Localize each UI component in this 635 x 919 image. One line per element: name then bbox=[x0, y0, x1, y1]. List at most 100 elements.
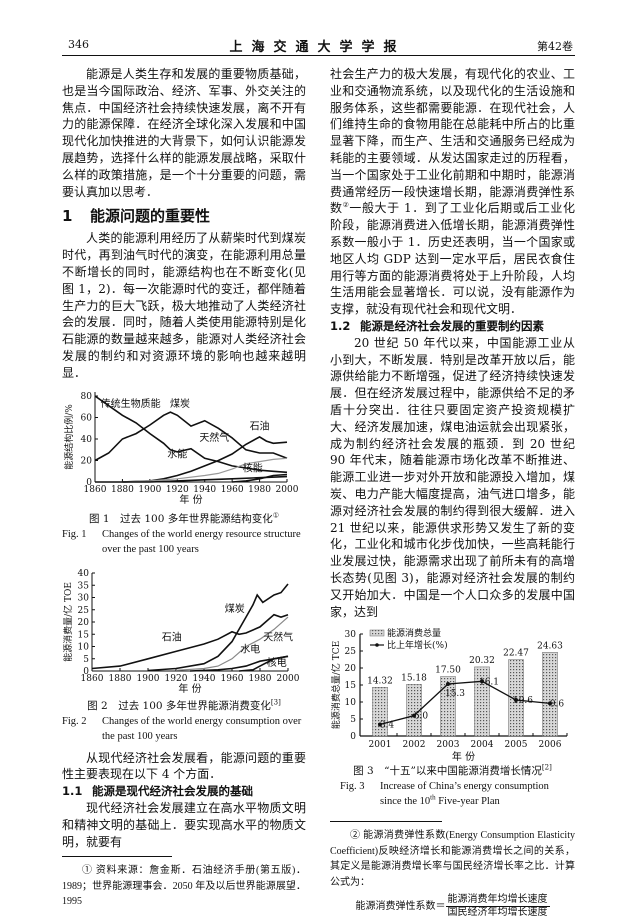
series-label: 天然气 bbox=[199, 431, 229, 444]
reference-link[interactable]: [3] bbox=[270, 698, 281, 707]
paragraph-text: 社会生产力的极大发展，有现代化的农业、工业和交通物流系统，以及现代化的生活设施和… bbox=[330, 67, 575, 216]
paragraph: 从现代经济社会发展看，能源问题的重要性主要表现在以下 4 个方面． bbox=[62, 750, 306, 782]
y-tick-label: 10 bbox=[78, 642, 90, 652]
intro-paragraph: 能源是人类生存和发展的重要物质基础，也是当今国际政治、经济、军事、外交关注的焦点… bbox=[62, 67, 306, 199]
bar-2005 bbox=[508, 659, 524, 737]
footnote-1: ① 资料来源：詹金斯．石油经济手册(第五版)．1989；世界能源理事会．2050… bbox=[62, 865, 306, 908]
y-tick-label: 40 bbox=[78, 569, 90, 579]
left-section1: 人类的能源利用经历了从薪柴时代到煤炭时代，再到油气时代的演变，在能源利用总量不断… bbox=[62, 230, 306, 381]
y-tick-label: 0 bbox=[83, 667, 89, 677]
formula-fraction: 能源消费年均增长速度 国民经济年均增长速度 bbox=[445, 894, 550, 919]
figure-1-chart: 1860 1880 1900 1920 1940 1960 1980 2000 0 20 40 60 8… bbox=[63, 391, 299, 506]
series-label: 天然气 bbox=[263, 630, 293, 643]
x-tick-label: 1900 bbox=[138, 485, 161, 495]
y-tick-label: 35 bbox=[78, 581, 90, 591]
series-line-2 bbox=[94, 410, 288, 461]
x-tick-label: 1940 bbox=[193, 674, 216, 684]
page-number: 346 bbox=[68, 38, 89, 51]
y-tick-label: 25 bbox=[78, 605, 90, 615]
series-line-5 bbox=[122, 475, 288, 483]
series-label: 水电 bbox=[240, 642, 260, 655]
figure-2-caption-cn: 图 2 过去 100 多年世界能源消费变化[3] bbox=[62, 699, 306, 714]
bar-2002 bbox=[406, 684, 422, 737]
y-tick-label: 20 bbox=[345, 664, 357, 674]
bar-value-label: 24.63 bbox=[537, 642, 563, 652]
section-heading-1-1: 1.1 能源是现代经济社会发展的基础 bbox=[62, 783, 306, 800]
x-tick-label: 1980 bbox=[249, 674, 272, 684]
right-column: 社会生产力的极大发展，有现代化的农业、工业和交通物流系统，以及现代化的生活设施和… bbox=[330, 66, 575, 919]
series-line-3 bbox=[95, 435, 288, 483]
paragraph: 人类的能源利用经历了从薪柴时代到煤炭时代，再到油气时代的演变，在能源利用总量不断… bbox=[62, 231, 306, 380]
caption-text: Changes of the world energy consumption … bbox=[102, 715, 302, 742]
left-column: 能源是人类生存和发展的重要物质基础，也是当今国际政治、经济、军事、外交关注的焦点… bbox=[62, 66, 306, 910]
bar-2004 bbox=[474, 666, 490, 737]
figure-3-chart: 0 5 10 15 20 25 30 2001 14.32 2002 15.18 2003 17.50 2… bbox=[330, 627, 568, 763]
caption-text: 图 3 “十五”以来中国能源消费增长情况 bbox=[353, 765, 542, 778]
series-label: 石油 bbox=[162, 630, 182, 643]
footnote-2: ② 能源消费弹性系数(Energy Consumption Elasticity… bbox=[330, 830, 575, 888]
series-line-4 bbox=[122, 457, 288, 483]
section-heading-1-2: 1.2 能源是经济社会发展的重要制约因素 bbox=[330, 318, 575, 335]
legend-line-label: 比上年增长(%) bbox=[387, 639, 448, 651]
series-label: 核能 bbox=[243, 461, 263, 474]
x-tick-label: 1920 bbox=[166, 485, 189, 495]
x-tick-label: 1900 bbox=[137, 674, 160, 684]
elasticity-formula: 能源消费弹性系数＝ 能源消费年均增长速度 国民经济年均增长速度 bbox=[330, 894, 575, 919]
right-column-text: 社会生产力的极大发展，有现代化的农业、工业和交通物流系统，以及现代化的生活设施和… bbox=[330, 66, 575, 620]
footnote-ref[interactable]: ① bbox=[272, 511, 279, 520]
series-line-1 bbox=[91, 613, 289, 669]
series-label: 煤炭 bbox=[170, 396, 190, 409]
x-tick-label: 1940 bbox=[193, 485, 216, 495]
y-axis-label: 能源消费量/亿 TOE bbox=[62, 582, 74, 662]
footnote-rule bbox=[62, 856, 172, 858]
growth-line bbox=[379, 680, 551, 726]
volume-label: 第42卷 bbox=[537, 40, 573, 53]
bar-value-label: 20.32 bbox=[469, 656, 495, 666]
y-tick-label: 10 bbox=[345, 698, 357, 708]
x-axis-label: 年 份 bbox=[178, 682, 201, 695]
y-tick-label: 5 bbox=[83, 654, 89, 664]
series-line-6 bbox=[232, 473, 288, 483]
x-axis-label: 年 份 bbox=[179, 493, 202, 506]
series-label: 传统生物质能 bbox=[101, 396, 161, 409]
growth-point bbox=[548, 701, 552, 706]
y-tick-label: 80 bbox=[81, 392, 93, 402]
caption-label: Fig. 3 bbox=[340, 781, 365, 793]
x-tick-label: 2004 bbox=[471, 740, 494, 750]
growth-point bbox=[412, 713, 416, 718]
section-number: 1.2 bbox=[330, 318, 351, 333]
y-tick-label: 30 bbox=[78, 593, 90, 603]
bar-2006 bbox=[542, 652, 558, 737]
y-tick-label: 30 bbox=[345, 630, 357, 640]
series-line-5 bbox=[238, 655, 289, 672]
figure-3-caption-en: Fig. 3 Increase of China’s energy consump… bbox=[330, 779, 575, 809]
paragraph: 20 世纪 50 年代以来，中国能源工业从小到大，不断发展．特别是改革开放以后，… bbox=[330, 335, 575, 619]
left-lower: 从现代经济社会发展看，能源问题的重要性主要表现在以下 4 个方面． 1.1 能源是… bbox=[62, 750, 306, 851]
series-line-3 bbox=[175, 616, 289, 671]
formula-numerator: 能源消费年均增长速度 bbox=[445, 894, 550, 908]
reference-link[interactable]: [2] bbox=[541, 763, 552, 772]
left-intro: 能源是人类生存和发展的重要物质基础，也是当今国际政治、经济、军事、外交关注的焦点… bbox=[62, 66, 306, 200]
paragraph-text: 一般大于 1．到了工业化后期或后工业化阶段，能源消费进入低增长期，能源消费弹性系… bbox=[330, 201, 575, 317]
section-number: 1 bbox=[62, 207, 73, 226]
caption-text-part: Increase of China’s energy consumption s… bbox=[380, 781, 549, 808]
paragraph: 现代经济社会发展建立在高水平物质文明和精神文明的基础上．要实现高水平的物质文明，… bbox=[62, 800, 306, 849]
superscript: th bbox=[430, 793, 436, 802]
bar-value-label: 15.18 bbox=[401, 674, 427, 684]
caption-label: Fig. 1 bbox=[62, 528, 87, 540]
footnote-ref[interactable]: ② bbox=[342, 201, 350, 210]
caption-text: Changes of the world energy resource str… bbox=[102, 528, 301, 555]
figure-2-chart: 1860 1880 1900 1920 1940 1960 1980 2000 0 5 10 15 20… bbox=[62, 569, 300, 695]
x-tick-label: 2000 bbox=[276, 485, 299, 495]
caption-label: Fig. 2 bbox=[62, 715, 87, 727]
growth-value-label: 10.6 bbox=[513, 696, 533, 706]
x-tick-label: 1880 bbox=[109, 674, 132, 684]
header-rule bbox=[62, 55, 575, 56]
x-tick-label: 2006 bbox=[539, 740, 562, 750]
x-tick-label: 1960 bbox=[221, 674, 244, 684]
growth-value-label: 3.4 bbox=[380, 721, 395, 731]
y-tick-label: 5 bbox=[350, 715, 356, 725]
paragraph: 社会生产力的极大发展，有现代化的农业、工业和交通物流系统，以及现代化的生活设施和… bbox=[330, 66, 575, 318]
y-tick-label: 15 bbox=[345, 681, 357, 691]
series-label: 石油 bbox=[250, 419, 270, 432]
